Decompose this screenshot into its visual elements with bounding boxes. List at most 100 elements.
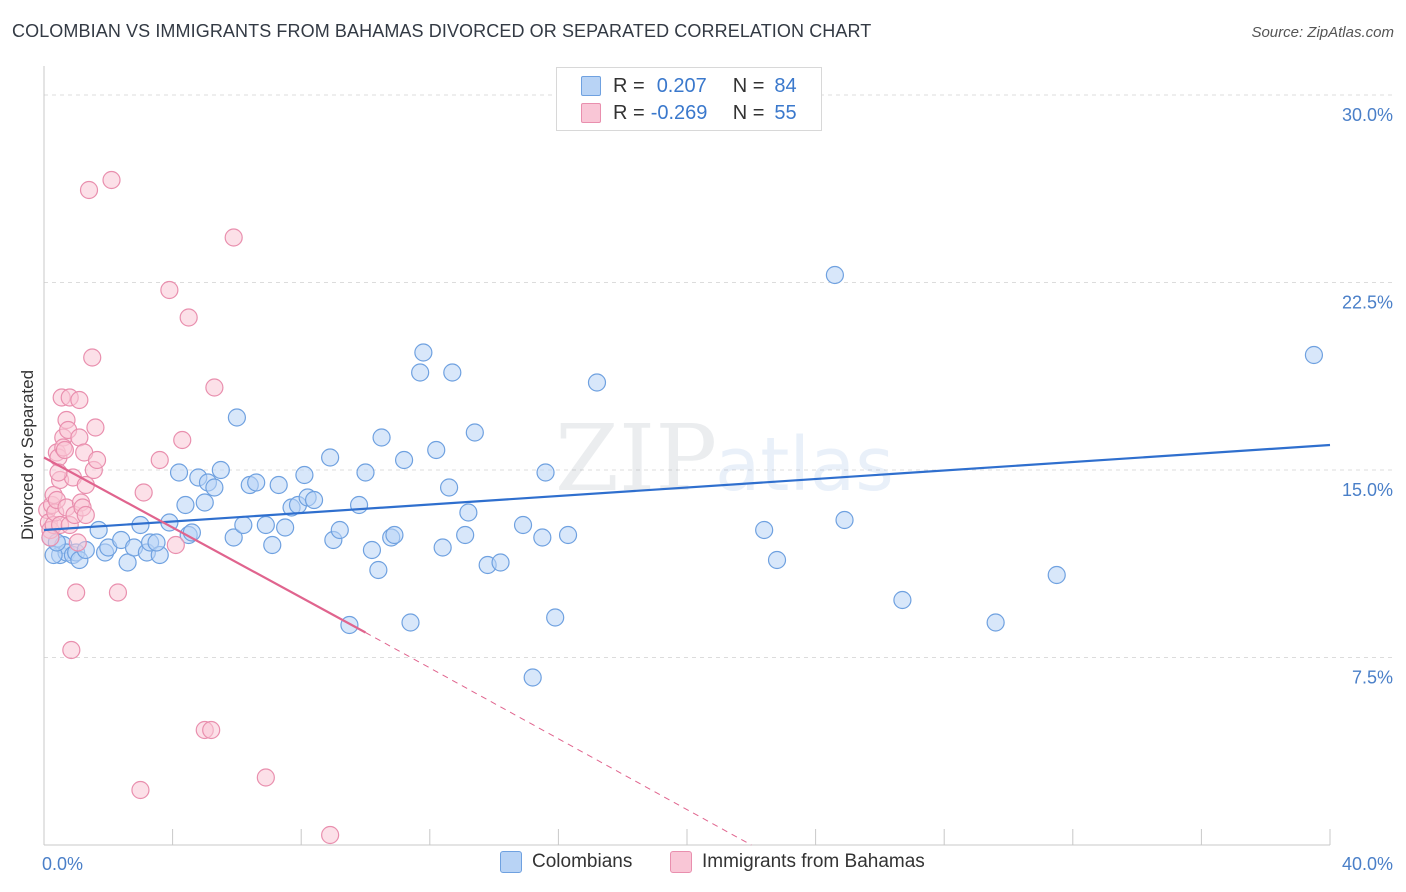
data-point xyxy=(150,450,169,470)
legend-r-label: R = xyxy=(613,101,645,124)
data-point xyxy=(160,280,179,300)
data-point xyxy=(55,440,74,460)
watermark-zip: ZIP xyxy=(555,405,717,512)
data-point xyxy=(456,525,475,545)
data-point xyxy=(62,640,81,660)
data-point xyxy=(755,520,774,540)
data-point xyxy=(1047,565,1066,585)
trend-lines xyxy=(43,443,1331,846)
data-point xyxy=(134,483,153,502)
data-point xyxy=(118,553,137,572)
data-point xyxy=(70,428,89,447)
data-point xyxy=(558,525,578,545)
series-colombians xyxy=(41,265,1324,687)
legend-item-colombians[interactable]: Colombians xyxy=(500,851,632,873)
data-point xyxy=(321,825,340,845)
watermark: ZIP atlas xyxy=(555,405,894,512)
data-point xyxy=(173,430,192,450)
data-point xyxy=(394,450,414,470)
data-point xyxy=(330,520,349,540)
grid-lines xyxy=(44,94,1392,658)
data-point xyxy=(147,533,166,552)
data-point xyxy=(349,495,369,515)
legend-n-value: 84 xyxy=(774,74,797,97)
x-tick-label-min: 0.0% xyxy=(42,854,83,874)
data-point xyxy=(427,440,446,460)
watermark-atlas: atlas xyxy=(715,422,894,508)
data-point xyxy=(459,503,478,522)
data-point xyxy=(295,465,314,485)
y-tick-label: 30.0% xyxy=(1342,105,1393,125)
data-point xyxy=(546,608,565,627)
data-point xyxy=(86,418,105,437)
data-point xyxy=(179,308,198,327)
data-point xyxy=(256,768,275,787)
data-point xyxy=(169,463,189,482)
data-point xyxy=(102,170,121,190)
data-point xyxy=(205,478,224,497)
legend-row-colombians: R = 0.207 N = 84 xyxy=(581,73,797,99)
data-point xyxy=(433,538,452,557)
data-point xyxy=(362,540,382,560)
legend-n-value: 55 xyxy=(774,101,797,124)
data-point xyxy=(276,518,295,537)
series-legend: Colombians Immigrants from Bahamas xyxy=(0,851,1406,877)
data-point xyxy=(79,180,99,200)
data-point xyxy=(83,348,102,367)
data-point xyxy=(767,550,787,570)
data-point xyxy=(369,560,388,580)
legend-r-value: -0.269 xyxy=(650,101,708,124)
trend-line-extension xyxy=(365,632,752,846)
data-point xyxy=(211,460,230,480)
data-point xyxy=(202,720,221,740)
legend-label-bahamas: Immigrants from Bahamas xyxy=(702,851,925,872)
data-point xyxy=(465,423,484,442)
data-point xyxy=(439,478,459,497)
legend-swatch-bahamas xyxy=(581,103,601,123)
data-point xyxy=(76,505,95,525)
legend-label-colombians: Colombians xyxy=(532,851,633,872)
x-tick-label-max: 40.0% xyxy=(1342,854,1393,874)
data-point xyxy=(67,583,86,602)
data-point xyxy=(587,373,607,392)
data-point xyxy=(269,475,288,495)
data-point xyxy=(205,378,224,397)
data-point xyxy=(513,515,533,535)
data-point xyxy=(893,590,912,610)
data-point xyxy=(195,493,214,512)
data-point xyxy=(304,490,324,510)
legend-swatch-colombians xyxy=(500,851,522,873)
y-tick-label: 22.5% xyxy=(1342,293,1393,313)
source-label: Source: ZipAtlas.com xyxy=(1251,24,1394,41)
data-point xyxy=(224,228,243,247)
y-tick-label: 7.5% xyxy=(1352,668,1393,688)
tick-labels: 7.5% 15.0% 22.5% 30.0% 0.0% 40.0% xyxy=(42,105,1393,874)
trend-line xyxy=(43,443,1331,532)
legend-n-label: N = xyxy=(732,74,765,97)
legend-item-bahamas[interactable]: Immigrants from Bahamas xyxy=(670,851,925,873)
data-point xyxy=(247,473,266,492)
data-point xyxy=(234,515,253,535)
data-point xyxy=(87,450,107,470)
series-bahamas xyxy=(38,170,340,845)
y-tick-label: 15.0% xyxy=(1342,480,1393,500)
data-point xyxy=(224,528,243,547)
legend-r-value: 0.207 xyxy=(656,74,707,97)
legend-n-label: N = xyxy=(732,101,765,124)
data-point xyxy=(411,363,430,382)
data-point xyxy=(414,343,433,362)
data-point xyxy=(263,535,282,555)
data-point xyxy=(835,510,854,530)
axes xyxy=(43,66,1331,846)
chart-title: COLOMBIAN VS IMMIGRANTS FROM BAHAMAS DIV… xyxy=(12,21,872,41)
y-axis-label: Divorced or Separated xyxy=(18,370,37,540)
data-point xyxy=(536,463,555,482)
data-point xyxy=(70,390,89,410)
data-point xyxy=(176,495,195,515)
data-point xyxy=(533,528,552,547)
data-point xyxy=(256,515,275,535)
legend-swatch-colombians xyxy=(581,76,601,96)
legend-swatch-bahamas xyxy=(670,851,692,873)
data-point xyxy=(68,533,87,552)
